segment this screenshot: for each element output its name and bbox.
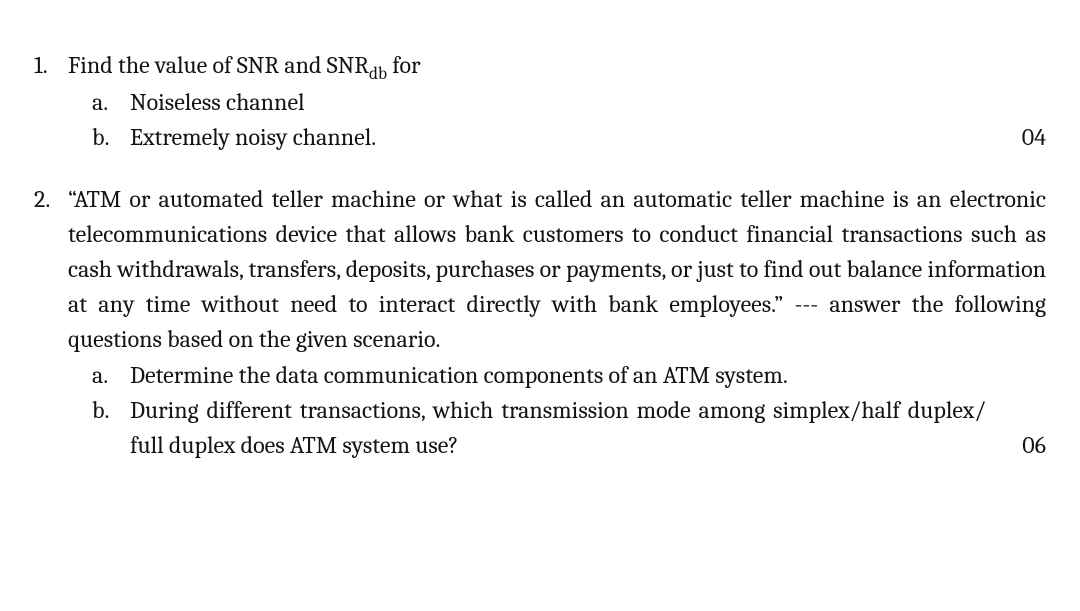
q2-a-letter: a. — [92, 358, 130, 393]
question-1-stem: Find the value of SNR and SNRdb for — [68, 48, 1046, 83]
q2-b-letter: b. — [92, 393, 130, 428]
q1-b-text: Extremely noisy channel. — [130, 123, 376, 151]
question-2-b: b. During different transactions, which … — [34, 393, 1046, 463]
question-2-number: 2. — [34, 182, 68, 217]
q1-b-marks: 04 — [1022, 120, 1046, 155]
question-2-a: a. Determine the data communication comp… — [34, 358, 1046, 393]
question-1-number: 1. — [34, 48, 68, 83]
q2-a-text: Determine the data communication compone… — [130, 358, 1046, 393]
q1-stem-pre: Find the value of SNR and SNR — [68, 51, 369, 79]
question-2: 2. “ATM or automated teller machine or w… — [34, 182, 1046, 462]
q1-a-letter: a. — [92, 85, 130, 120]
q1-stem-subscript: db — [369, 64, 387, 84]
q1-b-text-wrap: Extremely noisy channel. 04 — [130, 120, 1046, 155]
question-2-stem: “ATM or automated teller machine or what… — [68, 182, 1046, 356]
question-1-subitems: a. Noiseless channel b. Extremely noisy … — [34, 85, 1046, 155]
question-1-stem-row: 1. Find the value of SNR and SNRdb for — [34, 48, 1046, 83]
q1-b-letter: b. — [92, 120, 130, 155]
question-1-b: b. Extremely noisy channel. 04 — [34, 120, 1046, 155]
q1-a-text: Noiseless channel — [130, 85, 1046, 120]
q2-b-text-wrap: During different transactions, which tra… — [130, 393, 1046, 463]
question-1: 1. Find the value of SNR and SNRdb for a… — [34, 48, 1046, 154]
q1-stem-post: for — [387, 51, 421, 79]
question-1-a: a. Noiseless channel — [34, 85, 1046, 120]
question-2-subitems: a. Determine the data communication comp… — [34, 358, 1046, 462]
q2-b-marks: 06 — [1022, 428, 1046, 463]
q2-b-text: During different transactions, which tra… — [130, 396, 986, 459]
question-2-stem-row: 2. “ATM or automated teller machine or w… — [34, 182, 1046, 356]
